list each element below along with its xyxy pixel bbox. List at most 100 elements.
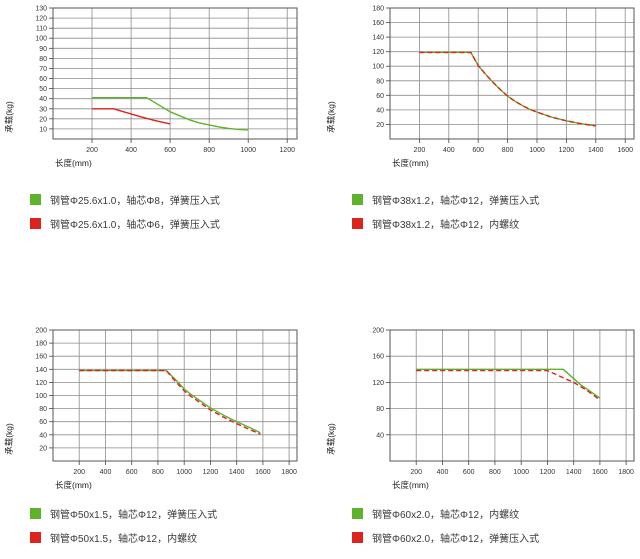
y-axis-label: 承载(kg) — [4, 423, 14, 455]
legend-label: 钢管Φ60x2.0，轴芯Φ12，内螺纹 — [372, 510, 520, 521]
y-tick-label: 60 — [376, 93, 384, 100]
x-tick-label: 200 — [410, 469, 422, 476]
y-tick-label: 160 — [372, 20, 384, 27]
y-tick-label: 10 — [39, 126, 47, 133]
y-tick-label: 80 — [376, 78, 384, 85]
x-tick-label: 1800 — [618, 469, 634, 476]
x-axis-label: 长度(mm) — [55, 480, 92, 490]
x-tick-label: 200 — [73, 469, 85, 476]
legend-label: 钢管Φ50x1.5，轴芯Φ12，弹簧压入式 — [50, 510, 218, 521]
y-tick-label: 160 — [35, 354, 47, 361]
x-tick-label: 400 — [443, 147, 455, 154]
y-tick-label: 200 — [35, 328, 47, 335]
y-tick-label: 80 — [376, 406, 384, 413]
x-tick-label: 800 — [489, 469, 501, 476]
x-axis-label: 长度(mm) — [55, 158, 92, 168]
y-tick-label: 180 — [35, 341, 47, 348]
chart-cell-top-left: 200 400 600 800 1000 1200 10 20 30 40 50 60 70 80 90 10… — [0, 0, 318, 258]
x-tick-label: 1600 — [617, 147, 633, 154]
x-tick-label: 400 — [125, 147, 137, 154]
legend-swatch-red — [30, 532, 41, 543]
y-tick-label: 180 — [372, 6, 384, 13]
x-tick-label: 600 — [126, 469, 138, 476]
x-tick-label: 1000 — [240, 147, 256, 154]
legend-label: 钢管Φ38x1.2，轴芯Φ12，弹簧压入式 — [372, 196, 540, 207]
legend-swatch-red — [30, 218, 41, 229]
x-tick-label: 600 — [164, 147, 176, 154]
y-tick-label: 120 — [372, 380, 384, 387]
chart-top-right: 200 400 600 800 1000 1200 1400 1600 20 40 60 80 100 1… — [326, 6, 635, 168]
y-axis-label: 承载(kg) — [326, 101, 336, 133]
chart-cell-bottom-left: 200 400 600 800 1000 1200 1400 1600 1800 20 40 60 80… — [0, 322, 318, 559]
y-tick-label: 160 — [372, 354, 384, 361]
y-tick-label: 50 — [39, 86, 47, 93]
x-tick-label: 200 — [414, 147, 426, 154]
y-tick-label: 90 — [39, 46, 47, 53]
legend-item: 钢管Φ60x2.0，轴芯Φ12，弹簧压入式 — [352, 530, 539, 545]
x-tick-label: 400 — [437, 469, 449, 476]
y-tick-label: 100 — [35, 393, 47, 400]
y-tick-label: 80 — [39, 406, 47, 413]
y-tick-label: 40 — [39, 432, 47, 439]
x-tick-label: 600 — [472, 147, 484, 154]
x-tick-label: 800 — [502, 147, 514, 154]
x-tick-label: 1600 — [255, 469, 271, 476]
y-tick-label: 30 — [39, 106, 47, 113]
y-tick-label: 20 — [39, 116, 47, 123]
legend-bottom-right: 钢管Φ60x2.0，轴芯Φ12，内螺纹 钢管Φ60x2.0，轴芯Φ12，弹簧压入… — [352, 506, 539, 545]
x-tick-label: 200 — [86, 147, 98, 154]
y-tick-label: 20 — [376, 122, 384, 129]
legend-label: 钢管Φ38x1.2，轴芯Φ12，内螺纹 — [372, 220, 520, 231]
y-tick-label: 120 — [372, 49, 384, 56]
y-axis-label: 承载(kg) — [4, 101, 14, 133]
chart-cell-top-right: 200 400 600 800 1000 1200 1400 1600 20 40 60 80 100 1… — [322, 0, 640, 258]
series-line — [92, 108, 171, 125]
x-tick-label: 800 — [152, 469, 164, 476]
x-tick-label: 1400 — [229, 469, 245, 476]
series-line — [79, 369, 261, 434]
x-tick-label: 1400 — [566, 469, 582, 476]
legend-item: 钢管Φ25.6x1.0，轴芯Φ8，弹簧压入式 — [30, 192, 220, 207]
x-tick-label: 1000 — [176, 469, 192, 476]
legend-swatch-green — [30, 194, 41, 205]
legend-item: 钢管Φ38x1.2，轴芯Φ12，弹簧压入式 — [352, 192, 539, 207]
legend-bottom-left: 钢管Φ50x1.5，轴芯Φ12，弹簧压入式 钢管Φ50x1.5，轴芯Φ12，内螺… — [30, 506, 217, 545]
series-line — [416, 368, 601, 399]
legend-item: 钢管Φ38x1.2，轴芯Φ12，内螺纹 — [352, 216, 539, 231]
x-tick-label: 1400 — [588, 147, 604, 154]
legend-top-right: 钢管Φ38x1.2，轴芯Φ12，弹簧压入式 钢管Φ38x1.2，轴芯Φ12，内螺… — [352, 192, 539, 231]
legend-label: 钢管Φ25.6x1.0，轴芯Φ8，弹簧压入式 — [50, 196, 220, 207]
y-tick-label: 80 — [39, 56, 47, 63]
y-tick-label: 40 — [376, 107, 384, 114]
x-axis-label: 长度(mm) — [392, 480, 429, 490]
x-tick-label: 1000 — [513, 469, 529, 476]
legend-label: 钢管Φ25.6x1.0，轴芯Φ6，弹簧压入式 — [50, 220, 220, 231]
chart-bottom-right: 200 400 600 800 1000 1200 1400 1600 1800 40 80 120 1… — [326, 328, 635, 490]
legend-swatch-red — [352, 532, 363, 543]
x-tick-label: 1200 — [540, 469, 556, 476]
legend-swatch-green — [352, 508, 363, 519]
plot-frame — [389, 7, 635, 140]
legend-item: 钢管Φ50x1.5，轴芯Φ12，弹簧压入式 — [30, 506, 217, 521]
x-tick-label: 1200 — [279, 147, 295, 154]
x-tick-label: 1600 — [592, 469, 608, 476]
legend-swatch-green — [30, 508, 41, 519]
legend-top-left: 钢管Φ25.6x1.0，轴芯Φ8，弹簧压入式 钢管Φ25.6x1.0，轴芯Φ6，… — [30, 192, 220, 231]
plot-frame — [389, 329, 635, 462]
y-tick-label: 40 — [39, 96, 47, 103]
legend-label: 钢管Φ60x2.0，轴芯Φ12，弹簧压入式 — [372, 534, 540, 545]
y-tick-label: 20 — [39, 445, 47, 452]
y-tick-label: 70 — [39, 66, 47, 73]
plot-frame — [52, 7, 298, 140]
chart-cell-bottom-right: 200 400 600 800 1000 1200 1400 1600 1800 40 80 120 1… — [322, 322, 640, 559]
legend-swatch-green — [352, 194, 363, 205]
y-tick-label: 100 — [35, 36, 47, 43]
y-tick-label: 100 — [372, 64, 384, 71]
chart-top-left: 200 400 600 800 1000 1200 10 20 30 40 50 60 70 80 90 10… — [4, 6, 298, 168]
x-tick-label: 600 — [463, 469, 475, 476]
series-line — [79, 369, 261, 435]
legend-label: 钢管Φ50x1.5，轴芯Φ12，内螺纹 — [50, 534, 198, 545]
legend-item: 钢管Φ50x1.5，轴芯Φ12，内螺纹 — [30, 530, 217, 545]
legend-item: 钢管Φ25.6x1.0，轴芯Φ6，弹簧压入式 — [30, 216, 220, 231]
